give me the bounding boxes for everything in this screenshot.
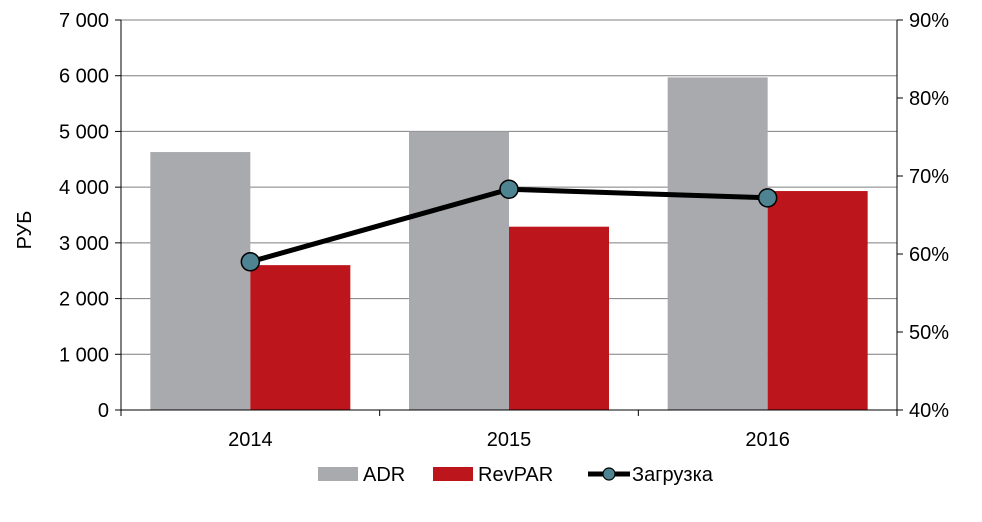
bar-revpar-2015 <box>509 226 609 410</box>
legend-label: RevPAR <box>478 464 553 486</box>
right-tick-label: 90% <box>909 10 949 32</box>
bar-adr-2015 <box>409 131 509 410</box>
x-tick-label: 2014 <box>228 429 273 451</box>
bar-revpar-2014 <box>250 265 351 410</box>
line-point-2014 <box>240 252 261 272</box>
bars <box>150 77 868 411</box>
right-tick-label: 40% <box>909 400 949 422</box>
left-tick-label: 1 000 <box>59 344 109 366</box>
bar-revpar-2016 <box>767 191 868 410</box>
left-tick-label: 6 000 <box>59 66 109 88</box>
legend: ADR RevPAR Загрузка <box>318 464 714 486</box>
right-tick-label: 70% <box>909 166 949 188</box>
legend-label: ADR <box>363 464 405 486</box>
legend-swatch-adr <box>318 467 358 481</box>
right-axis-ticks: 40% 50% 60% 70% 80% 90% <box>909 10 949 422</box>
legend-marker <box>602 467 616 481</box>
x-tick-label: 2015 <box>487 429 532 451</box>
left-tick-label: 4 000 <box>59 177 109 199</box>
bar-adr-2016 <box>667 77 768 410</box>
left-tick-label: 5 000 <box>59 121 109 143</box>
line-point-2016 <box>757 188 778 208</box>
right-tick-label: 60% <box>909 244 949 266</box>
axes <box>115 19 903 416</box>
left-tick-label: 7 000 <box>59 10 109 32</box>
x-axis-ticks: 2014 2015 2016 <box>228 429 790 451</box>
left-tick-label: 2 000 <box>59 289 109 311</box>
y-axis-title: РУБ <box>14 211 36 250</box>
x-tick-label: 2016 <box>745 429 790 451</box>
bar-adr-2014 <box>150 152 251 411</box>
line-point-2015 <box>499 179 519 200</box>
left-tick-label: 0 <box>98 400 109 422</box>
legend-swatch-revpar <box>433 467 473 481</box>
left-axis-ticks: 0 1 000 2 000 3 000 4 000 5 000 6 000 7 000 <box>59 10 109 422</box>
left-tick-label: 3 000 <box>59 233 109 255</box>
right-tick-label: 80% <box>909 88 949 110</box>
right-tick-label: 50% <box>909 322 949 344</box>
legend-label: Загрузка <box>632 464 714 486</box>
line-series <box>240 179 778 272</box>
